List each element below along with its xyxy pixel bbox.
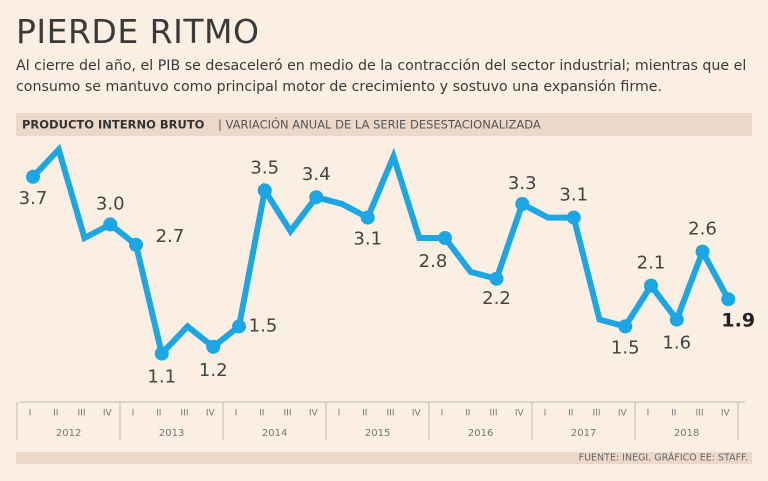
x-tick-label: II <box>156 409 161 419</box>
point <box>669 312 684 327</box>
point <box>618 319 633 334</box>
x-tick-label: II <box>53 409 58 419</box>
x-tick-label: I <box>338 409 341 419</box>
year-label: 2018 <box>674 428 699 439</box>
x-tick-label: II <box>259 409 264 419</box>
point <box>129 237 143 252</box>
subtitle-line: consumo se mantuvo como principal motor … <box>16 79 663 95</box>
point <box>103 217 118 232</box>
x-tick-label: I <box>441 409 444 419</box>
x-tick-label: IV <box>618 409 628 419</box>
value-label: 3.7 <box>19 188 48 209</box>
value-label: 3.3 <box>508 173 537 194</box>
value-label: 2.6 <box>688 219 717 240</box>
x-tick-label: I <box>29 409 32 419</box>
point <box>206 339 221 354</box>
title: PIERDE RITMO <box>16 12 260 51</box>
x-tick-label: IV <box>721 409 731 419</box>
x-tick-label: II <box>362 409 367 419</box>
x-tick-label: III <box>387 409 395 419</box>
point <box>721 292 736 307</box>
value-label: 3.1 <box>559 185 588 206</box>
value-label: 3.4 <box>302 164 331 185</box>
x-tick-label: IV <box>515 409 525 419</box>
point <box>566 210 581 225</box>
x-tick-label: III <box>78 409 86 419</box>
value-label: 1.6 <box>662 333 691 354</box>
point <box>489 271 504 286</box>
value-label: 3.5 <box>250 157 279 178</box>
x-tick-label: I <box>235 409 238 419</box>
year-label: 2012 <box>56 428 81 439</box>
x-tick-label: I <box>647 409 650 419</box>
value-label: 1.5 <box>249 315 278 336</box>
x-tick-label: III <box>284 409 292 419</box>
point <box>515 197 530 211</box>
x-tick-label: III <box>490 409 498 419</box>
x-tick-label: II <box>465 409 470 419</box>
panel-subtitle: | VARIACIÓN ANUAL DE LA SERIE DESESTACIO… <box>218 117 541 132</box>
x-tick-label: III <box>593 409 601 419</box>
value-label: 2.8 <box>419 251 448 272</box>
value-label: 1.2 <box>199 360 228 381</box>
x-tick-label: III <box>181 409 189 419</box>
value-label: 1.9 <box>721 310 755 332</box>
x-tick-label: I <box>544 409 547 419</box>
x-tick-label: II <box>671 409 676 419</box>
value-label: 1.1 <box>147 367 176 388</box>
point <box>695 244 710 259</box>
point <box>644 278 658 293</box>
point <box>154 346 169 361</box>
x-tick-label: IV <box>309 409 319 419</box>
value-label: 2.2 <box>482 288 511 309</box>
x-tick-label: I <box>132 409 135 419</box>
point <box>360 210 375 225</box>
year-label: 2014 <box>262 428 287 439</box>
x-tick-label: II <box>568 409 573 419</box>
point <box>26 169 40 184</box>
value-label: 1.5 <box>611 337 640 358</box>
point <box>309 190 324 205</box>
value-label: 2.1 <box>637 253 666 274</box>
source: FUENTE: INEGI. GRÁFICO EE: STAFF. <box>579 452 748 464</box>
x-tick-label: IV <box>206 409 216 419</box>
x-tick-label: IV <box>103 409 113 419</box>
value-label: 2.7 <box>156 226 185 247</box>
source-band <box>16 452 752 464</box>
year-label: 2017 <box>571 428 596 439</box>
panel-title: PRODUCTO INTERNO BRUTO <box>22 118 205 132</box>
point <box>257 183 272 198</box>
subtitle-line: Al cierre del año, el PIB se desaceleró … <box>16 58 747 74</box>
year-label: 2013 <box>159 428 184 439</box>
value-label: 3.1 <box>353 229 382 250</box>
year-label: 2015 <box>365 428 390 439</box>
line <box>30 143 731 360</box>
x-tick-label: III <box>696 409 704 419</box>
value-label: 3.0 <box>96 193 125 214</box>
x-tick-label: IV <box>412 409 422 419</box>
year-label: 2016 <box>468 428 493 439</box>
point <box>438 231 452 245</box>
panel-band <box>16 113 752 136</box>
point <box>232 319 246 334</box>
